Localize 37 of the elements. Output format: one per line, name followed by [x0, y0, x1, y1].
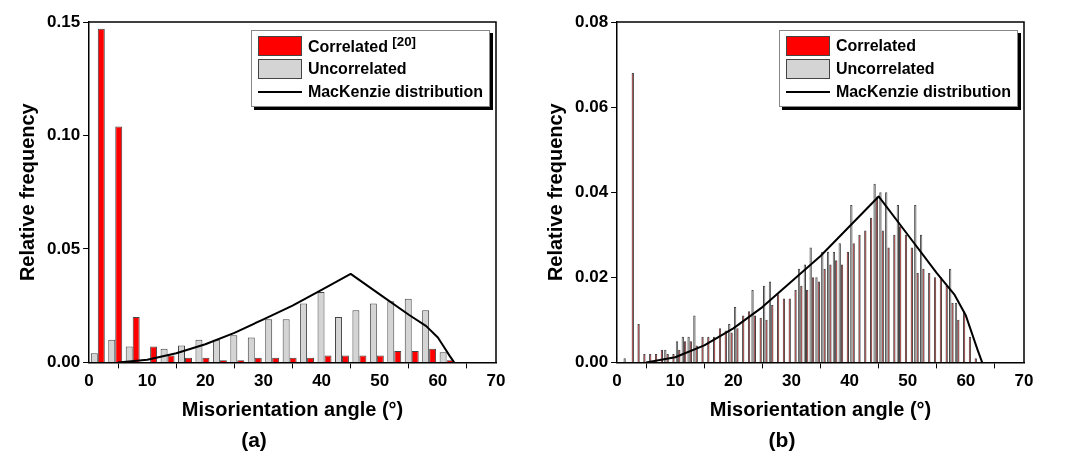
- x-tick-label: 70: [1014, 371, 1034, 391]
- y-tick-label: 0.00: [46, 352, 81, 372]
- y-tick-label: 0.02: [574, 266, 609, 286]
- y-axis-title: Relative frequency: [543, 102, 566, 282]
- x-tick-label: 20: [195, 371, 215, 391]
- x-tick-label: 40: [312, 371, 332, 391]
- x-tick-label: 10: [137, 371, 157, 391]
- x-tick-label: 20: [723, 371, 743, 391]
- x-tick-label: 60: [956, 371, 976, 391]
- x-tick-label: 50: [898, 371, 918, 391]
- legend-label: Uncorrelated: [835, 59, 935, 78]
- x-axis-title: Misorientation angle (°): [181, 398, 404, 421]
- y-tick-label: 0.05: [46, 238, 81, 258]
- x-tick-label: 30: [254, 371, 273, 391]
- text: (a): [241, 428, 267, 452]
- legend-label: Correlated: [835, 36, 916, 55]
- y-tick-label: 0.00: [574, 352, 609, 372]
- x-tick-label: 50: [370, 371, 390, 391]
- x-tick-label: 0: [84, 371, 94, 391]
- y-tick-label: 0.04: [574, 181, 609, 201]
- x-tick-label: 40: [840, 371, 860, 391]
- x-axis-title: Misorientation angle (°): [709, 398, 932, 421]
- x-tick-label: 10: [665, 371, 685, 391]
- y-tick-label: 0.10: [46, 125, 81, 145]
- x-tick-label: 70: [486, 371, 506, 391]
- legend-label: Correlated $^{[20]}$: [307, 34, 417, 57]
- legend-label: MacKenzie distribution: [307, 82, 483, 101]
- x-tick-label: 60: [428, 371, 448, 391]
- y-tick-label: 0.06: [574, 96, 609, 116]
- legend-label: Uncorrelated: [307, 59, 407, 78]
- y-tick-label: 0.15: [46, 11, 81, 31]
- x-tick-label: 0: [612, 371, 622, 391]
- y-tick-label: 0.08: [574, 11, 609, 31]
- text: (b): [768, 428, 796, 452]
- x-tick-label: 30: [782, 371, 801, 391]
- legend-label: MacKenzie distribution: [835, 82, 1011, 101]
- y-axis-title: Relative frequency: [15, 102, 38, 282]
